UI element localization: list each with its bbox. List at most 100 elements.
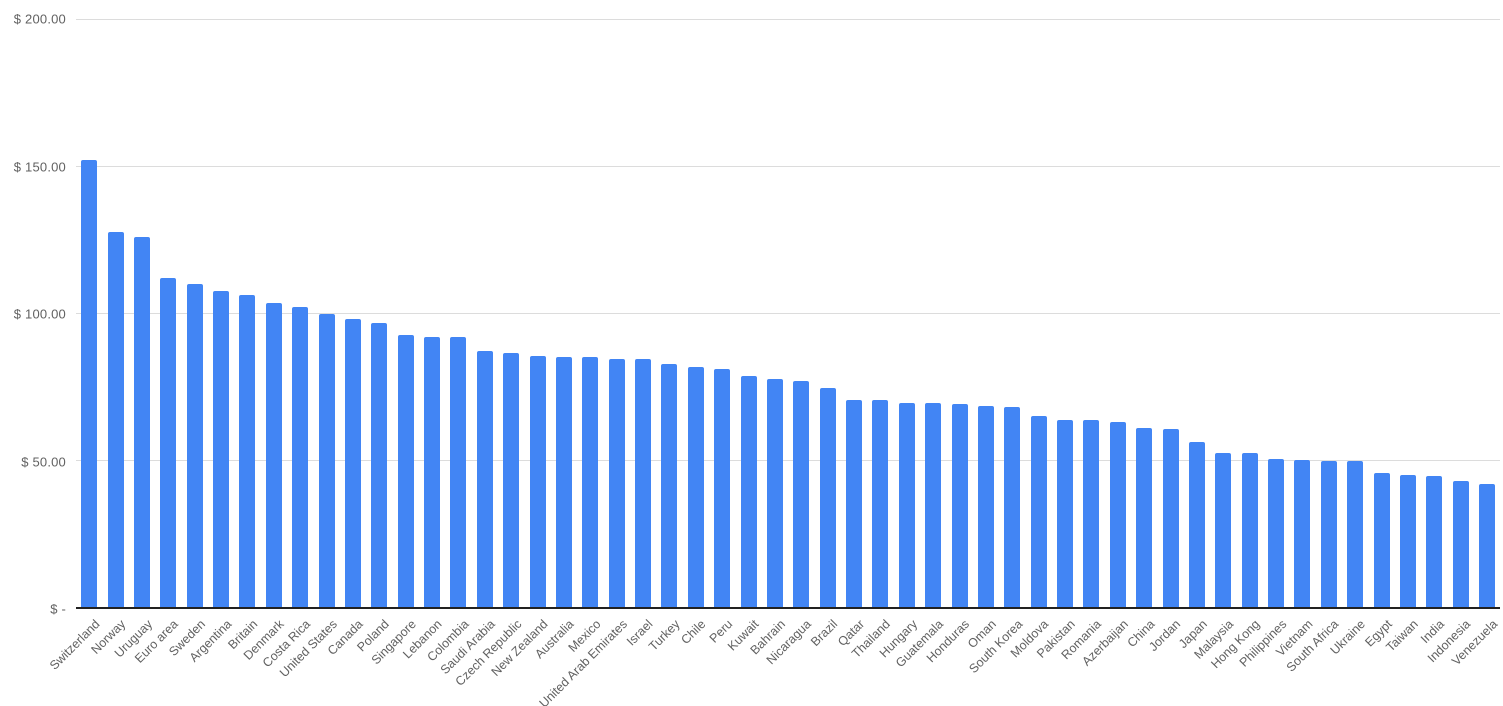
bar-hungary: [898, 402, 915, 607]
bar-costa-rica: [292, 307, 309, 607]
bar-slot: China: [1124, 19, 1157, 650]
y-tick-label: $ -: [50, 601, 66, 617]
bar-slot: India: [1418, 19, 1447, 646]
bar-honduras: [951, 404, 968, 607]
bar-poland: [371, 323, 388, 607]
bar-slot: United States: [276, 19, 339, 680]
bar-jordan: [1162, 429, 1179, 607]
bar-chile: [687, 367, 704, 607]
x-tick-label: Chile: [678, 617, 709, 648]
bar-slot: Vietnam: [1273, 19, 1315, 659]
bar-slot: Oman: [965, 19, 999, 651]
bar-slot: Pakistan: [1034, 19, 1078, 661]
bar-guatemala: [925, 402, 942, 607]
bar-saudi-arabia: [476, 351, 493, 607]
bar-slot: Romania: [1059, 19, 1104, 662]
bar-britain: [239, 295, 256, 607]
bar-egypt: [1373, 473, 1390, 607]
bar-india: [1426, 476, 1443, 607]
bar-slot: South Korea: [966, 19, 1025, 676]
bar-slot: Azerbaijan: [1079, 19, 1131, 669]
bar-slot: Turkey: [646, 19, 682, 654]
gridline-100: [76, 313, 1500, 314]
bar-israel: [635, 358, 652, 607]
bar-thailand: [872, 399, 889, 607]
bar-china: [1136, 427, 1153, 607]
gridline-200: [76, 19, 1500, 20]
bar-vietnam: [1294, 460, 1311, 607]
bar-slot: Singapore: [368, 19, 419, 667]
bar-nicaragua: [793, 380, 810, 607]
bar-singapore: [397, 335, 414, 607]
y-tick-label: $ 50.00: [21, 454, 66, 469]
bar-slot: Sweden: [166, 19, 208, 659]
bar-slot: Lebanon: [401, 19, 445, 661]
bar-norway: [107, 232, 124, 607]
bar-south-korea: [1004, 407, 1021, 607]
bar-slot: Indonesia: [1425, 19, 1474, 665]
bar-canada: [344, 318, 361, 607]
bar-philippines: [1268, 458, 1285, 607]
bar-mexico: [582, 357, 599, 607]
bar-pakistan: [1057, 420, 1074, 607]
bar-ukraine: [1347, 461, 1364, 607]
bar-slot: Switzerland: [46, 19, 102, 673]
bar-turkey: [661, 364, 678, 607]
bar-slot: Venezuela: [1449, 19, 1500, 668]
bar-slot: Jordan: [1147, 19, 1183, 654]
bar-bahrain: [766, 379, 783, 607]
bar-slot: Argentina: [186, 19, 234, 665]
bar-new-zealand: [529, 355, 546, 607]
bar-south-africa: [1320, 461, 1337, 607]
y-tick-label: $ 100.00: [13, 306, 66, 322]
bar-slot: Czech Republic: [452, 19, 524, 689]
bar-slot: Moldova: [1008, 19, 1052, 660]
bar-slot: Chile: [679, 19, 709, 647]
bar-slot: Thailand: [850, 19, 893, 661]
bar-slot: Brazil: [809, 19, 841, 649]
y-axis-labels: $ - $ 50.00 $ 100.00 $ 150.00 $ 200.00: [0, 12, 66, 617]
bar-slot: Egypt: [1362, 19, 1394, 650]
plot-area: Switzerland Norway Uruguay Euro area Sweden A…: [46, 19, 1500, 706]
bar-slot: Costa Rica: [260, 19, 313, 670]
bar-slot: Guatemala: [893, 19, 946, 670]
bar-slot: Peru: [707, 19, 735, 646]
bar-japan: [1188, 442, 1205, 607]
bar-kuwait: [740, 376, 757, 607]
bar-switzerland: [81, 160, 98, 607]
bar-slot: Poland: [355, 19, 392, 654]
bar-argentina: [213, 290, 230, 607]
bar-indonesia: [1452, 480, 1469, 607]
gridline-50: [76, 460, 1500, 461]
bar-slot: Honduras: [924, 19, 972, 665]
bar-uruguay: [133, 236, 150, 607]
bar-slot: Hong Kong: [1208, 19, 1263, 671]
bar-slot: Taiwan: [1383, 19, 1421, 654]
bar-slot: Mexico: [565, 19, 603, 655]
bar-slot: Uruguay: [112, 19, 155, 660]
bar-slot: Norway: [89, 19, 128, 657]
gridline-150: [76, 166, 1500, 167]
bar-oman: [977, 405, 994, 607]
bar-romania: [1083, 420, 1100, 607]
bar-slot: Hungary: [876, 19, 920, 660]
y-tick-label: $ 200.00: [13, 11, 66, 27]
bar-malaysia: [1215, 452, 1232, 607]
bar-slot: Israel: [624, 19, 656, 649]
bar-slot: Canada: [325, 19, 366, 658]
bar-venezuela: [1479, 483, 1496, 607]
bar-euro-area: [160, 277, 177, 607]
bar-slot: New Zealand: [488, 19, 550, 679]
bar-peru: [714, 368, 731, 607]
bar-lebanon: [424, 336, 441, 607]
bar-slot: Euro area: [132, 19, 181, 666]
bar-united-arab-emirates: [608, 358, 625, 607]
bar-united-states: [318, 314, 335, 607]
bar-slot: Kuwait: [725, 19, 761, 653]
bar-colombia: [450, 336, 467, 607]
bar-slot: Colombia: [424, 19, 471, 664]
bar-moldova: [1030, 415, 1047, 607]
bar-slot: Ukraine: [1328, 19, 1368, 657]
x-tick-label: Brazil: [808, 617, 841, 650]
